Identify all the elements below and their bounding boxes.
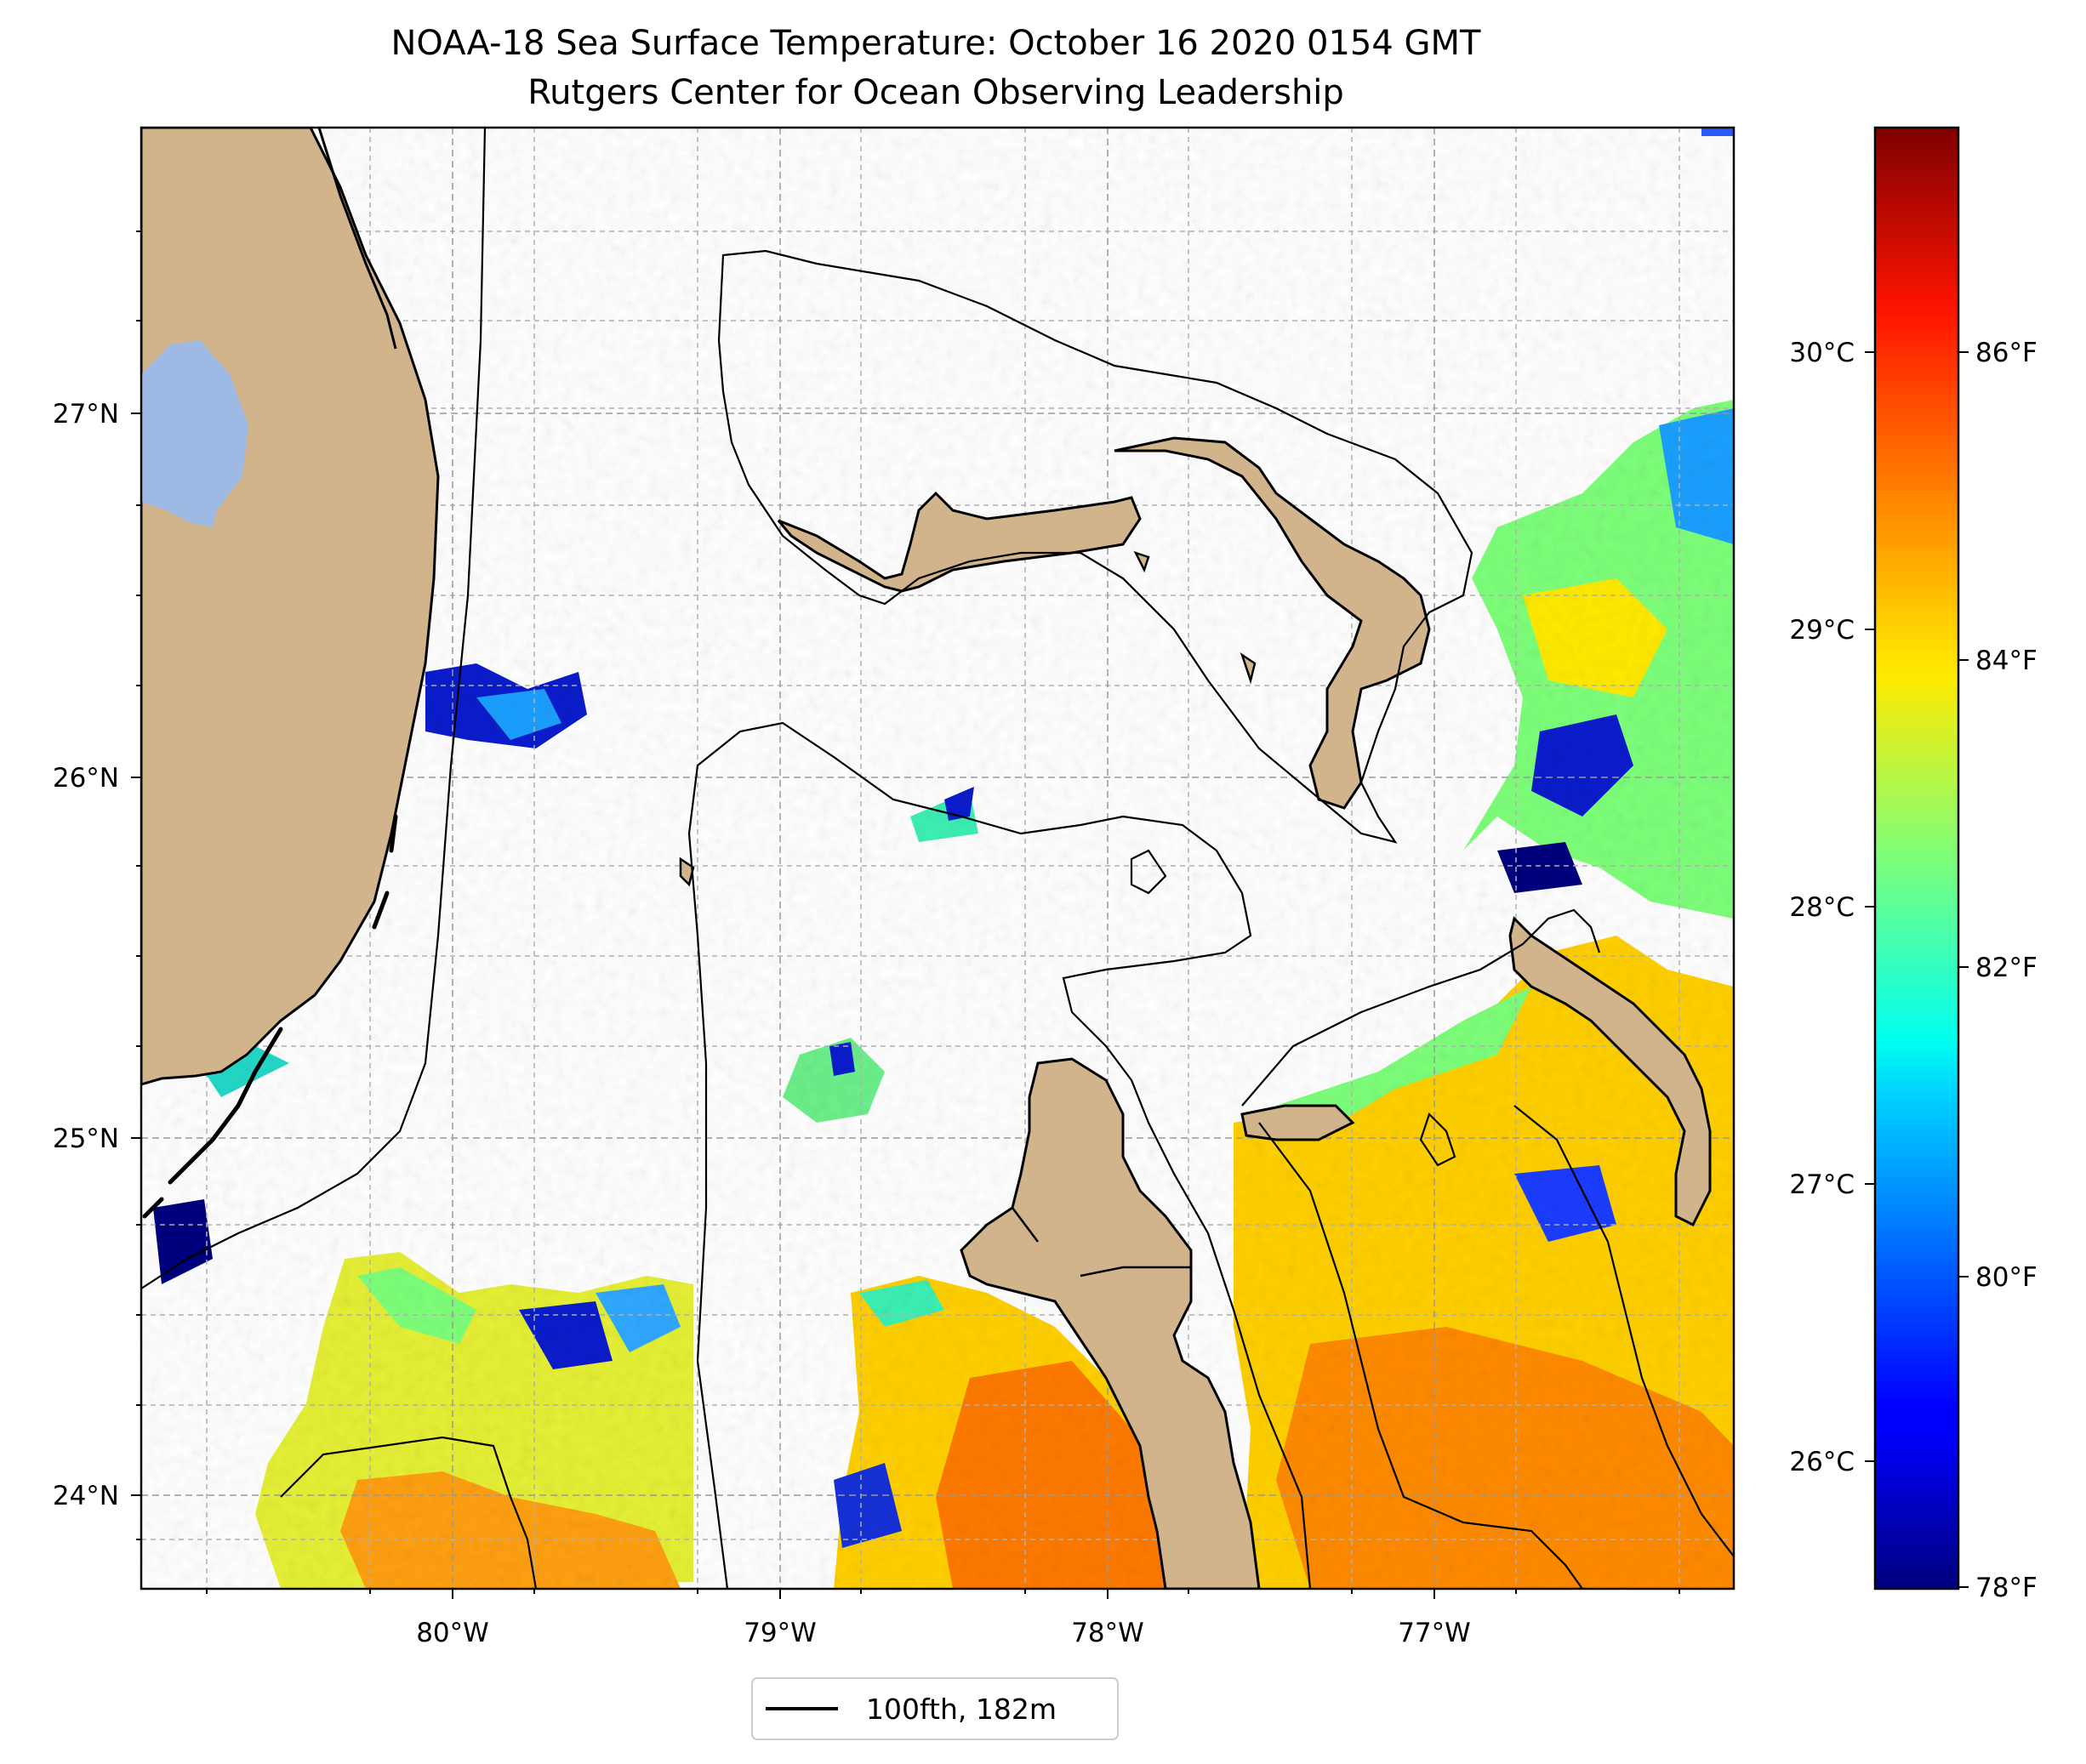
andros-inner-line	[1012, 1207, 1191, 1277]
florida-barrier-island	[317, 128, 397, 350]
colorbar-celsius-ticks	[1865, 351, 1875, 1462]
colorbar-fahrenheit-label: 82°F	[1975, 953, 2038, 983]
colorbar-fahrenheit-label: 78°F	[1975, 1573, 2038, 1603]
colorbar: 26°C 27°C 28°C 29°C 30°C 78°F 80°F 82°F …	[1789, 126, 2038, 1603]
map-frame	[140, 126, 1735, 1590]
berry-islands	[1240, 1104, 1355, 1141]
eleuthera-island	[1508, 916, 1712, 1227]
lon-tick-label: 78°W	[1071, 1618, 1144, 1648]
grand-bahama-island	[777, 491, 1142, 593]
map-subtitle: Rutgers Center for Ocean Observing Leade…	[527, 73, 1344, 112]
colorbar-celsius-label: 29°C	[1789, 615, 1855, 646]
colorbar-fahrenheit-label: 80°F	[1975, 1262, 2038, 1293]
lon-tick-label: 80°W	[416, 1618, 489, 1648]
andros-island	[960, 1057, 1261, 1589]
lat-tick-label: 24°N	[53, 1481, 119, 1511]
lon-tick-labels: 80°W 79°W 78°W 77°W	[416, 1618, 1471, 1648]
colorbar-fahrenheit-ticks	[1958, 351, 1969, 1588]
legend-isobath-label: 100fth, 182m	[866, 1693, 1057, 1726]
lat-tick-labels: 27°N 26°N 25°N 24°N	[53, 399, 119, 1511]
colorbar-fahrenheit-label: 86°F	[1975, 338, 2038, 368]
lat-tick-label: 25°N	[53, 1124, 119, 1154]
colorbar-celsius-label: 27°C	[1789, 1169, 1855, 1200]
colorbar-celsius-label: 30°C	[1789, 338, 1855, 368]
axis-ticks	[131, 230, 1680, 1599]
bimini-islands	[679, 550, 1257, 887]
map-title: NOAA-18 Sea Surface Temperature: October…	[391, 24, 1482, 63]
map-plot-area	[141, 128, 1734, 1589]
colorbar-fahrenheit-label: 84°F	[1975, 646, 2038, 676]
lat-tick-label: 27°N	[53, 399, 119, 430]
florida-keys	[142, 814, 398, 1219]
colorbar-celsius-label: 28°C	[1789, 892, 1855, 923]
isobath-100fth	[141, 128, 1734, 1589]
map-legend: 100fth, 182m	[751, 1677, 1119, 1740]
abaco-island	[1114, 436, 1431, 810]
lat-tick-label: 26°N	[53, 763, 119, 794]
legend-box	[751, 1677, 1119, 1740]
lon-tick-label: 77°W	[1398, 1618, 1471, 1648]
lon-tick-label: 79°W	[744, 1618, 817, 1648]
colorbar-celsius-label: 26°C	[1789, 1447, 1855, 1477]
colorbar-gradient	[1873, 126, 1960, 1590]
lake-okeechobee	[141, 340, 248, 527]
